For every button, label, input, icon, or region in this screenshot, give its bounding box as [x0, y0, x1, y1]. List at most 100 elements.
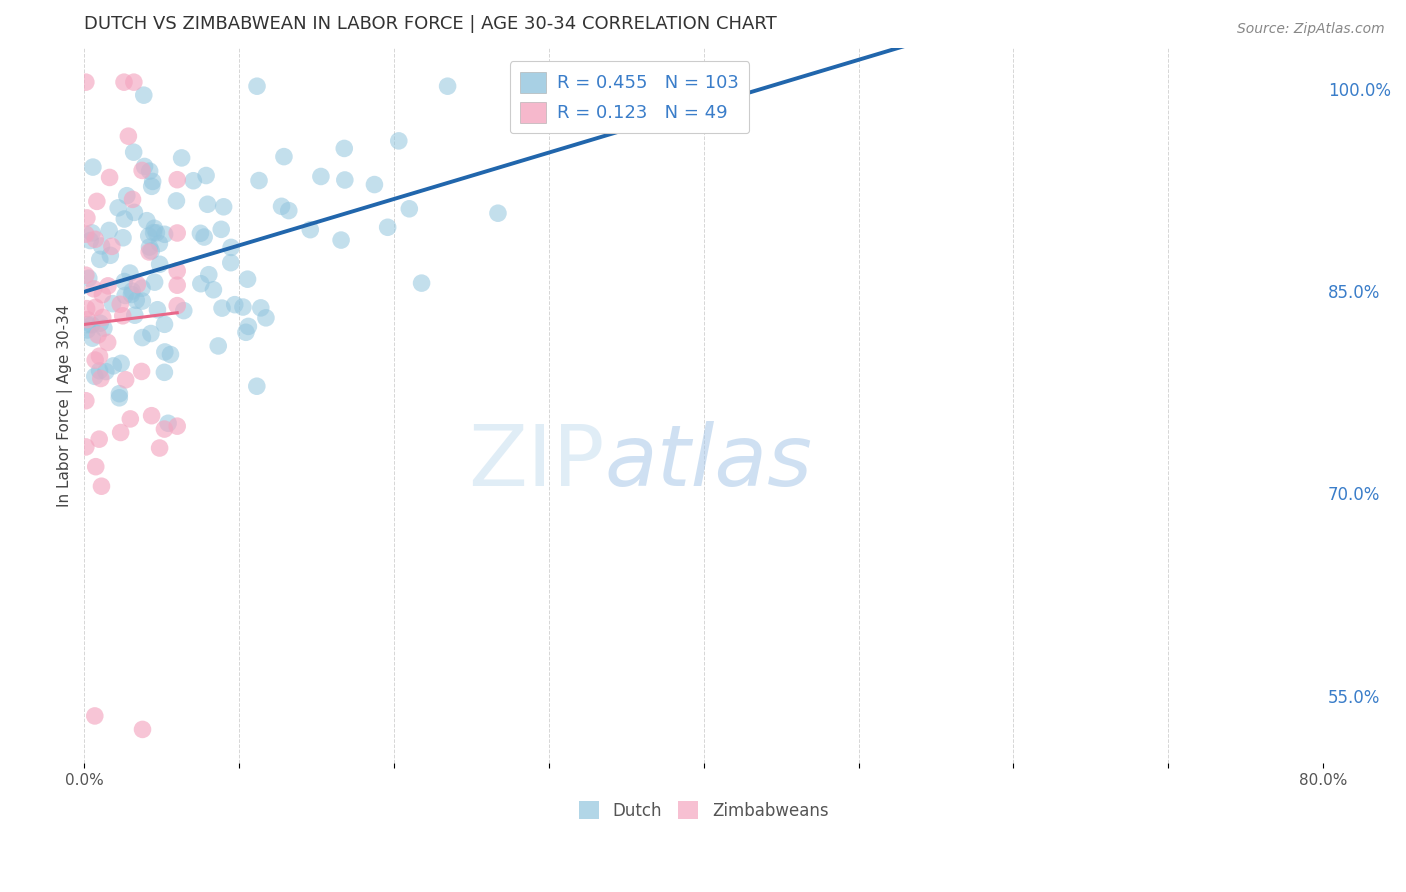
Point: [75, 227, 97, 242]
Point: [166, 172, 188, 186]
Point: [108, 391, 131, 405]
Point: [124, 205, 146, 219]
Point: [118, 266, 141, 280]
Point: [273, 150, 295, 164]
Point: [246, 79, 269, 94]
Point: [114, 373, 136, 387]
Point: [75, 75, 97, 89]
Point: [238, 319, 260, 334]
Point: [330, 233, 353, 247]
Point: [80, 318, 103, 332]
Point: [83, 369, 105, 384]
Point: [83, 282, 105, 296]
Point: [89, 316, 111, 330]
Point: [246, 379, 269, 393]
Point: [388, 134, 411, 148]
Point: [141, 409, 163, 423]
Point: [131, 163, 153, 178]
Point: [166, 264, 188, 278]
Point: [153, 227, 176, 242]
Legend: Dutch, Zimbabweans: Dutch, Zimbabweans: [572, 795, 835, 826]
Point: [94, 365, 117, 379]
Point: [166, 278, 188, 293]
Point: [131, 294, 153, 309]
Point: [411, 276, 433, 290]
Point: [76, 318, 98, 332]
Point: [211, 301, 233, 315]
Point: [333, 173, 356, 187]
Point: [124, 308, 146, 322]
Point: [143, 221, 166, 235]
Point: [145, 226, 167, 240]
Point: [121, 193, 143, 207]
Point: [212, 200, 235, 214]
Point: [98, 248, 121, 262]
Y-axis label: In Labor Force | Age 30-34: In Labor Force | Age 30-34: [58, 304, 73, 507]
Point: [110, 356, 132, 370]
Point: [195, 169, 218, 183]
Point: [131, 723, 153, 737]
Point: [121, 284, 143, 298]
Point: [101, 296, 124, 310]
Point: [87, 328, 110, 343]
Point: [202, 283, 225, 297]
Point: [131, 330, 153, 344]
Point: [270, 199, 292, 213]
Point: [232, 300, 254, 314]
Point: [146, 302, 169, 317]
Text: Source: ZipAtlas.com: Source: ZipAtlas.com: [1237, 22, 1385, 37]
Point: [235, 326, 257, 340]
Point: [193, 230, 215, 244]
Point: [138, 240, 160, 254]
Point: [111, 309, 134, 323]
Point: [141, 179, 163, 194]
Point: [142, 174, 165, 188]
Point: [120, 412, 142, 426]
Point: [173, 303, 195, 318]
Point: [149, 441, 172, 455]
Point: [247, 173, 270, 187]
Point: [153, 318, 176, 332]
Point: [219, 240, 242, 254]
Point: [135, 213, 157, 227]
Point: [138, 244, 160, 259]
Point: [125, 293, 148, 308]
Point: [86, 194, 108, 209]
Point: [198, 268, 221, 282]
Point: [207, 339, 229, 353]
Point: [84, 300, 107, 314]
Point: [112, 75, 135, 89]
Point: [76, 312, 98, 326]
Point: [91, 310, 114, 325]
Point: [398, 202, 420, 216]
Point: [132, 88, 155, 103]
Point: [166, 226, 188, 240]
Point: [84, 232, 107, 246]
Point: [153, 422, 176, 436]
Point: [79, 234, 101, 248]
Point: [108, 386, 131, 401]
Point: [115, 188, 138, 202]
Point: [84, 353, 107, 368]
Point: [76, 211, 98, 225]
Point: [131, 281, 153, 295]
Point: [122, 145, 145, 160]
Point: [127, 277, 149, 292]
Point: [89, 432, 111, 446]
Point: [89, 252, 111, 267]
Point: [90, 479, 112, 493]
Point: [98, 223, 121, 237]
Point: [84, 459, 107, 474]
Point: [91, 287, 114, 301]
Point: [183, 174, 205, 188]
Point: [333, 141, 356, 155]
Point: [90, 239, 112, 253]
Point: [143, 275, 166, 289]
Text: ZIP: ZIP: [468, 421, 605, 505]
Point: [153, 365, 176, 379]
Point: [89, 349, 111, 363]
Point: [77, 271, 100, 285]
Point: [170, 151, 193, 165]
Point: [76, 323, 98, 337]
Point: [236, 272, 259, 286]
